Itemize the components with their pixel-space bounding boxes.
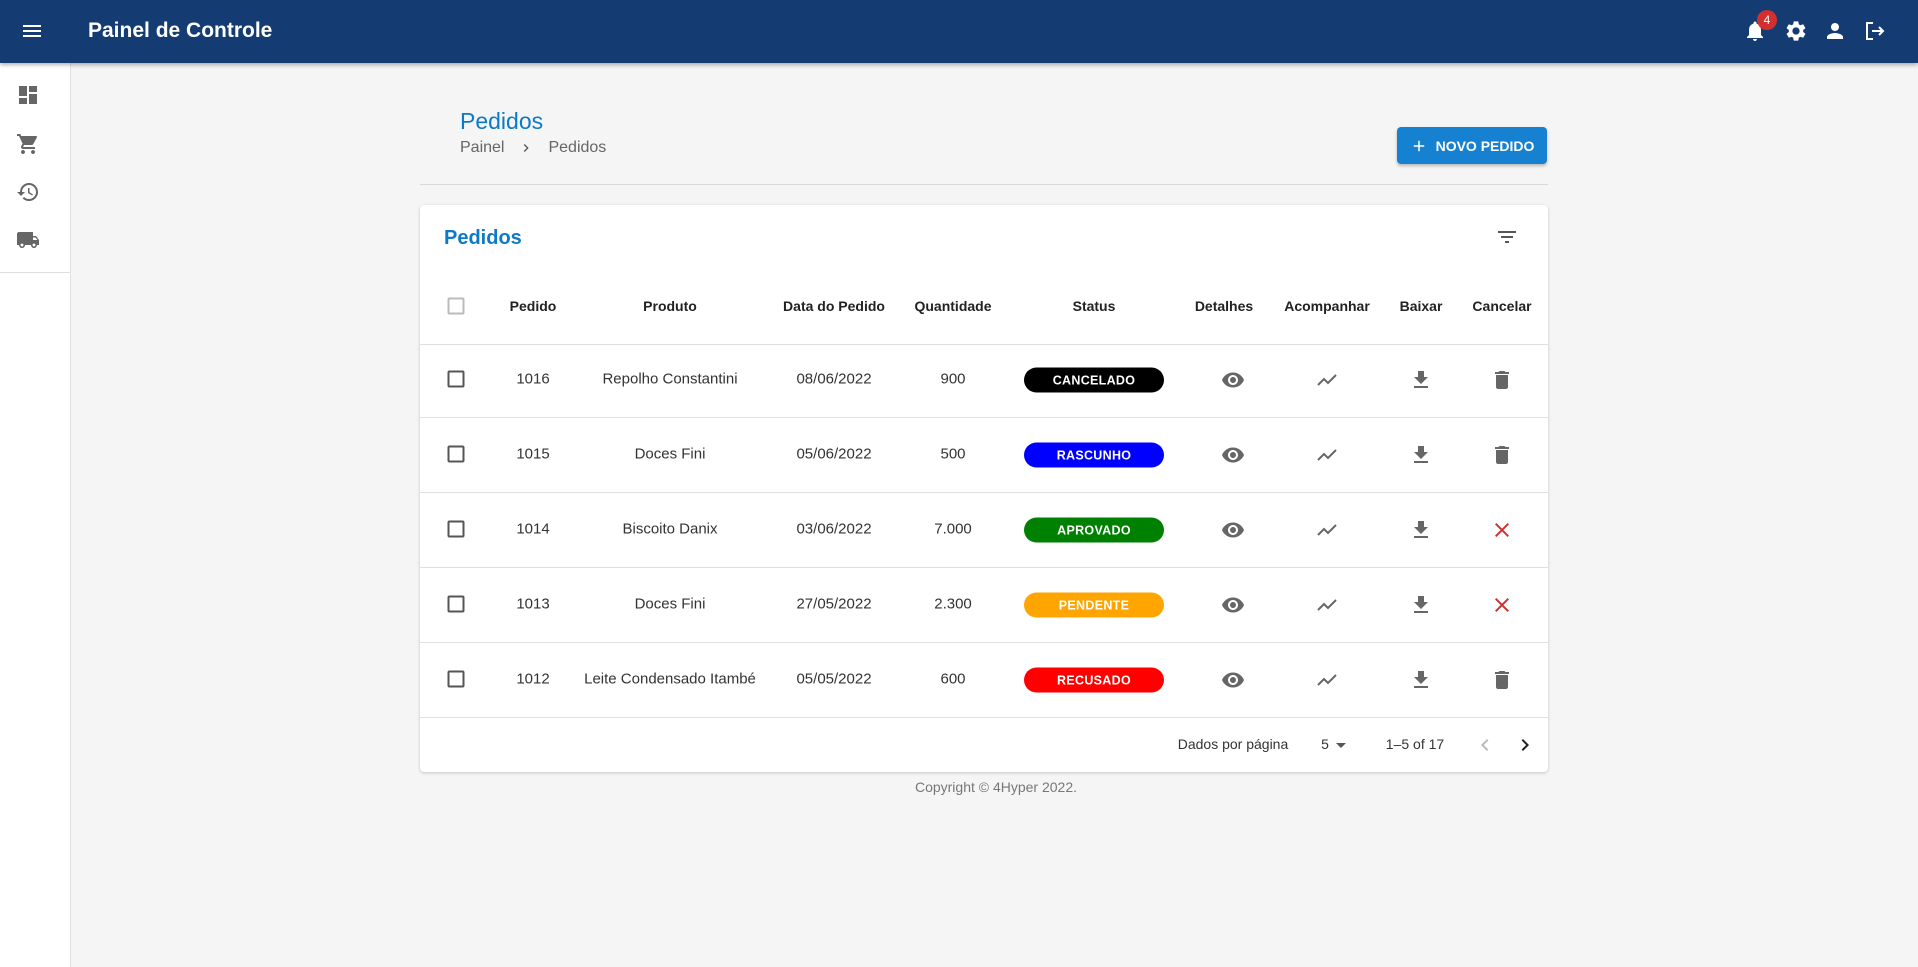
download-button[interactable] [1409, 593, 1433, 617]
track-button[interactable] [1315, 443, 1339, 467]
cell-pedido: 1015 [516, 445, 550, 463]
filter-button[interactable] [1495, 225, 1519, 249]
track-button[interactable] [1315, 368, 1339, 392]
row-divider [420, 344, 1548, 345]
track-button[interactable] [1315, 593, 1339, 617]
cell-data: 05/05/2022 [796, 670, 872, 688]
column-header: Data do Pedido [783, 298, 885, 314]
cancel-button[interactable] [1490, 443, 1514, 467]
cell-pedido: 1016 [516, 370, 550, 388]
nav-dashboard[interactable] [16, 83, 40, 107]
cell-data: 03/06/2022 [796, 520, 872, 538]
row-checkbox[interactable] [447, 370, 465, 388]
status-badge: RASCUNHO [1024, 442, 1164, 468]
breadcrumb-item[interactable]: Painel [460, 139, 505, 156]
cell-produto: Doces Fini [634, 445, 706, 463]
cell-pedido: 1012 [516, 670, 550, 688]
cancel-button[interactable] [1490, 668, 1514, 692]
column-header: Produto [643, 298, 697, 314]
cancel-button[interactable] [1490, 518, 1514, 542]
column-header: Status [1072, 298, 1116, 314]
prev-page-button[interactable] [1473, 733, 1497, 757]
settings-button[interactable] [1784, 19, 1808, 43]
breadcrumb-item: Pedidos [548, 139, 607, 156]
row-divider [420, 492, 1548, 493]
cell-produto: Biscoito Danix [622, 520, 718, 538]
view-button[interactable] [1221, 593, 1245, 617]
row-divider [420, 567, 1548, 568]
cell-quantidade: 500 [940, 445, 966, 463]
row-checkbox[interactable] [447, 520, 465, 538]
cell-quantidade: 2.300 [934, 595, 972, 613]
plus-icon [1413, 140, 1424, 151]
cell-produto: Leite Condensado Itambé [584, 670, 756, 688]
cell-data: 08/06/2022 [796, 370, 872, 388]
cell-produto: Doces Fini [634, 595, 706, 613]
row-checkbox[interactable] [447, 670, 465, 688]
breadcrumb-separator [524, 144, 530, 152]
menu-button[interactable] [20, 19, 44, 43]
track-button[interactable] [1315, 668, 1339, 692]
status-badge: RECUSADO [1024, 667, 1164, 693]
download-button[interactable] [1409, 668, 1433, 692]
column-header: Detalhes [1194, 298, 1254, 314]
download-button[interactable] [1409, 518, 1433, 542]
view-button[interactable] [1221, 368, 1245, 392]
column-header: Pedido [509, 298, 557, 314]
row-checkbox[interactable] [447, 595, 465, 613]
view-button[interactable] [1221, 668, 1245, 692]
cell-quantidade: 600 [940, 670, 966, 688]
cell-pedido: 1013 [516, 595, 550, 613]
nav-orders[interactable] [16, 132, 40, 156]
notification-badge: 4 [1757, 10, 1777, 30]
column-header: Acompanhar [1284, 298, 1370, 314]
cancel-button[interactable] [1490, 593, 1514, 617]
profile-button[interactable] [1823, 19, 1847, 43]
view-button[interactable] [1221, 443, 1245, 467]
page-range: 1–5 of 17 [1385, 736, 1445, 752]
orders-card: Pedidos Pedido Produto Data do Pedido Quant… [420, 205, 1548, 772]
cell-pedido: 1014 [516, 520, 550, 538]
next-page-button[interactable] [1513, 733, 1537, 757]
download-button[interactable] [1409, 368, 1433, 392]
footer: Copyright © 4Hyper 2022. [914, 779, 1078, 795]
status-badge: CANCELADO [1024, 367, 1164, 393]
app-title: Painel de Controle [88, 19, 273, 42]
sidebar-divider [0, 272, 70, 273]
track-button[interactable] [1315, 518, 1339, 542]
column-header: Quantidade [914, 298, 992, 314]
row-checkbox[interactable] [447, 445, 465, 463]
card-title: Pedidos [444, 227, 522, 249]
row-divider [420, 417, 1548, 418]
rows-select-arrow[interactable] [1329, 733, 1353, 757]
new-order-button[interactable]: NOVO PEDIDO [1397, 127, 1547, 164]
row-divider [420, 717, 1548, 718]
rows-per-page-label: Dados por página [1177, 736, 1289, 752]
sidebar [0, 63, 71, 967]
cell-data: 05/06/2022 [796, 445, 872, 463]
status-badge: PENDENTE [1024, 592, 1164, 618]
app-bar: Painel de Controle 4 [0, 0, 1918, 63]
cell-produto: Repolho Constantini [602, 370, 738, 388]
button-label: NOVO PEDIDO [1435, 137, 1535, 154]
nav-delivery[interactable] [16, 228, 40, 252]
cell-quantidade: 7.000 [934, 520, 972, 538]
cell-quantidade: 900 [940, 370, 966, 388]
page-title: Pedidos [460, 108, 544, 134]
cancel-button[interactable] [1490, 368, 1514, 392]
cell-data: 27/05/2022 [796, 595, 872, 613]
row-divider [420, 642, 1548, 643]
rows-per-page-select[interactable]: 5 [1321, 736, 1329, 752]
nav-history[interactable] [16, 180, 40, 204]
select-all-checkbox[interactable] [447, 297, 465, 315]
breadcrumb: Painel Pedidos [460, 139, 606, 157]
column-header: Cancelar [1472, 298, 1532, 314]
download-button[interactable] [1409, 443, 1433, 467]
logout-button[interactable] [1863, 19, 1887, 43]
status-badge: APROVADO [1024, 517, 1164, 543]
view-button[interactable] [1221, 518, 1245, 542]
column-header: Baixar [1399, 298, 1443, 314]
divider [420, 184, 1548, 185]
